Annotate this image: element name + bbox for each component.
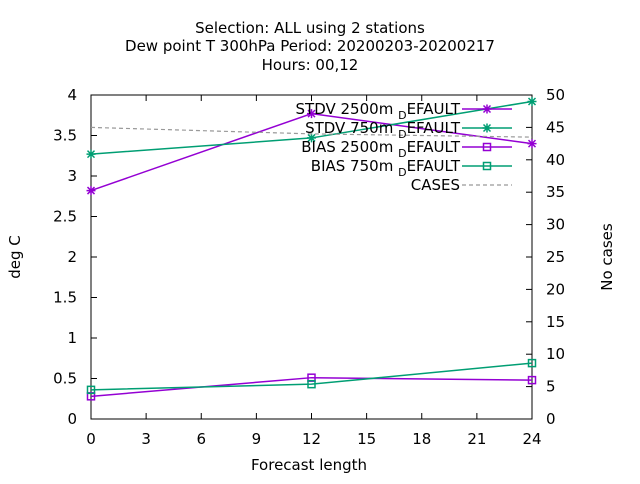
series-point-1 — [86, 149, 96, 159]
y-axis-label: deg C — [6, 235, 24, 279]
x-tick-label: 9 — [252, 430, 262, 448]
y2-tick-label: 50 — [546, 86, 565, 104]
y-tick-label: 2.5 — [53, 208, 77, 226]
y-tick-label: 2 — [67, 248, 77, 266]
y2-tick-label: 20 — [546, 280, 565, 298]
legend-label: STDV 2500m DEFAULT — [296, 100, 461, 122]
y-tick-label: 0 — [67, 410, 77, 428]
series-point-0 — [527, 139, 537, 149]
y2-tick-label: 10 — [546, 345, 565, 363]
y2-tick-label: 0 — [546, 410, 556, 428]
x-tick-label: 12 — [302, 430, 321, 448]
series-line-2 — [90, 376, 533, 398]
series-point-0 — [86, 186, 96, 196]
x-tick-label: 15 — [357, 430, 376, 448]
chart-title-line-1: Selection: ALL using 2 stations — [195, 19, 425, 37]
series-point-3 — [86, 385, 96, 395]
y2-tick-label: 5 — [546, 378, 556, 396]
legend-marker — [482, 142, 492, 152]
y-tick-label: 0.5 — [53, 370, 77, 388]
y2-tick-label: 45 — [546, 118, 565, 136]
series-point-1 — [307, 133, 316, 143]
legend-marker — [482, 161, 492, 171]
legend-label: CASES — [411, 176, 460, 194]
chart-title-line-3: Hours: 00,12 — [262, 56, 359, 74]
y-tick-label: 1 — [67, 329, 77, 347]
x-tick-label: 24 — [522, 430, 541, 448]
y-tick-label: 1.5 — [53, 289, 77, 307]
y-tick-label: 4 — [67, 86, 77, 104]
series-point-0 — [307, 109, 316, 119]
legend-label: STDV 750m DEFAULT — [305, 119, 461, 141]
x-tick-label: 3 — [141, 430, 151, 448]
y-tick-label: 3 — [67, 167, 77, 185]
series-point-1 — [527, 96, 537, 106]
y2-tick-label: 25 — [546, 248, 565, 266]
x-tick-label: 21 — [467, 430, 486, 448]
chart-title-line-2: Dew point T 300hPa Period: 20200203-2020… — [125, 37, 495, 55]
y2-tick-label: 40 — [546, 151, 565, 169]
series-line-3 — [90, 362, 533, 391]
legend-label: BIAS 750m DEFAULT — [311, 157, 461, 179]
series-point-2 — [527, 375, 537, 385]
y2-axis-label: No cases — [598, 223, 616, 291]
y-tick-label: 3.5 — [53, 127, 77, 145]
legend-marker — [482, 104, 492, 114]
y2-tick-label: 15 — [546, 313, 565, 331]
x-axis-label: Forecast length — [251, 456, 367, 474]
legend-label: BIAS 2500m DEFAULT — [301, 138, 461, 160]
series-line-4 — [90, 126, 533, 138]
legend-marker — [482, 123, 492, 133]
x-tick-label: 6 — [196, 430, 206, 448]
y2-tick-label: 35 — [546, 183, 565, 201]
series-point-3 — [527, 358, 537, 368]
series-point-3 — [307, 379, 316, 389]
x-tick-label: 18 — [412, 430, 431, 448]
y2-tick-label: 30 — [546, 216, 565, 234]
x-tick-label: 0 — [86, 430, 96, 448]
